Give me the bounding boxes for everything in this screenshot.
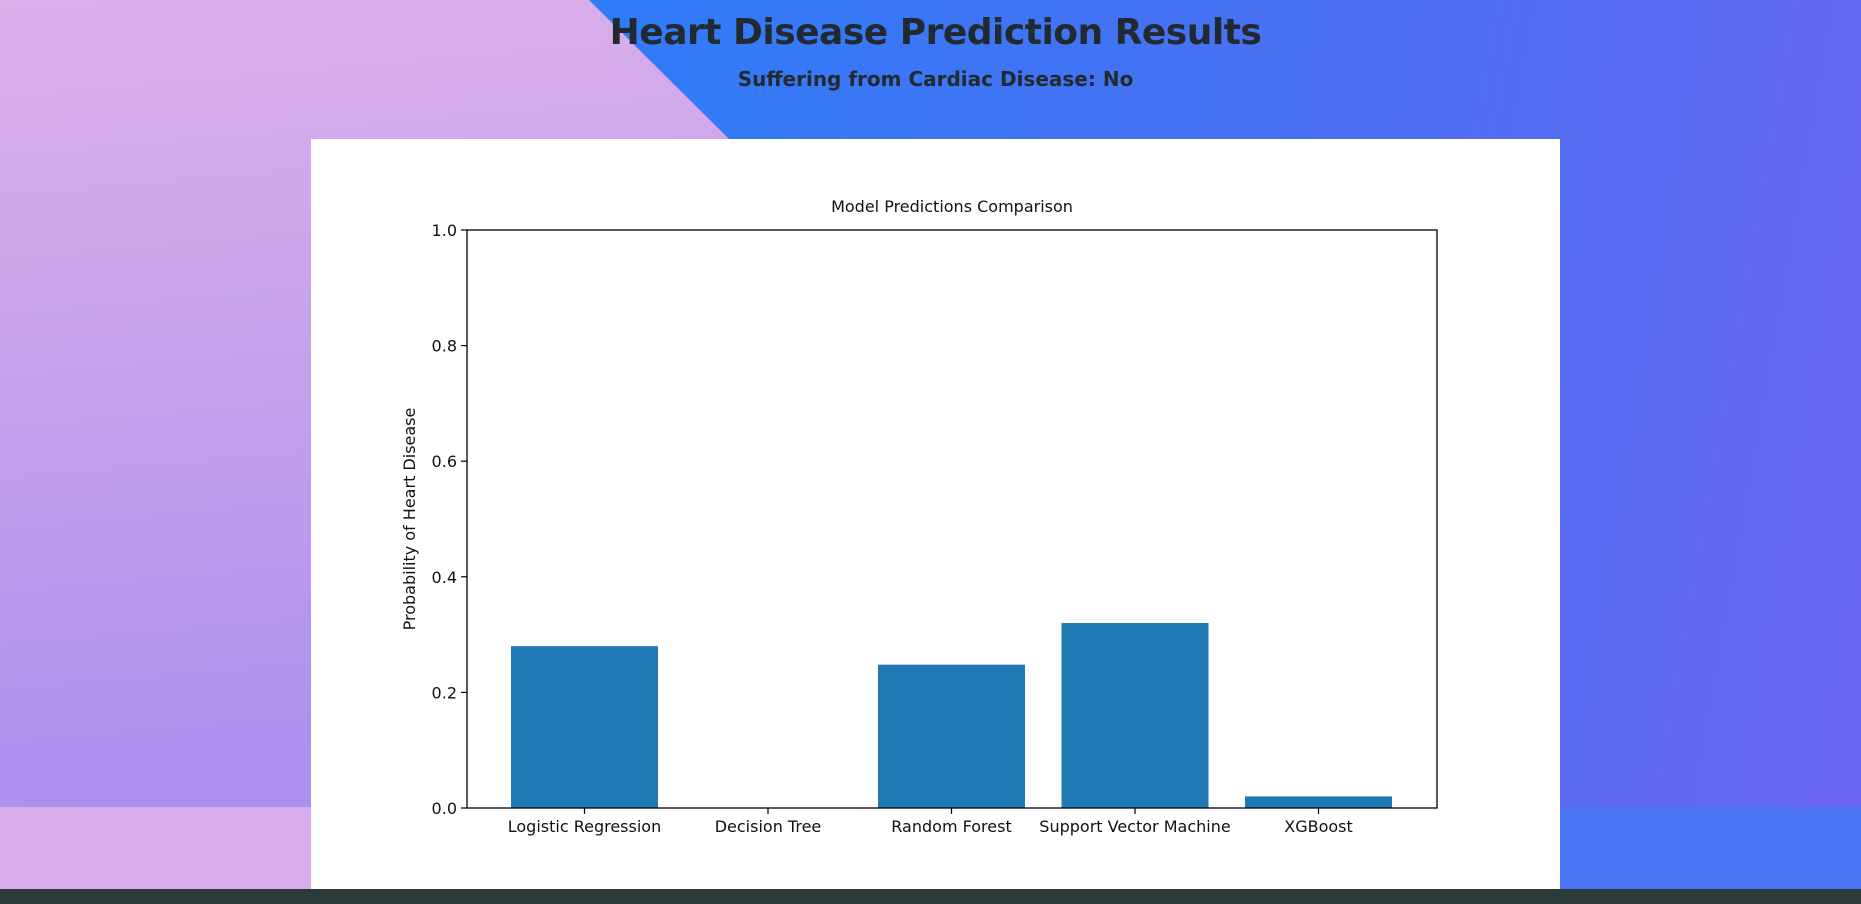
plot-frame	[466, 229, 1438, 809]
bar-xgboost	[1245, 796, 1392, 808]
x-tick-label: Logistic Regression	[508, 817, 661, 836]
x-tick-label: Support Vector Machine	[1039, 817, 1230, 836]
x-axis-ticks: Logistic Regression Decision Tree Random F…	[508, 808, 1353, 836]
background-band-left	[0, 807, 311, 889]
y-tick-label: 0.0	[432, 799, 457, 818]
page-header: Heart Disease Prediction Results Sufferi…	[0, 0, 1861, 91]
bars	[511, 623, 1392, 808]
y-axis-ticks: 0.0 0.2 0.4 0.6 0.8 1.0	[432, 221, 467, 818]
y-tick-label: 0.2	[432, 683, 457, 702]
bar-chart: Model Predictions Comparison Probability…	[400, 197, 1438, 836]
footer-bar	[0, 889, 1861, 904]
x-tick-label: Decision Tree	[715, 817, 822, 836]
background-band-right	[1560, 807, 1861, 889]
page-title: Heart Disease Prediction Results	[609, 12, 1262, 53]
y-tick-label: 0.4	[432, 568, 457, 587]
y-tick-label: 1.0	[432, 221, 457, 240]
bar-logistic-regression	[511, 646, 658, 808]
y-axis-label: Probability of Heart Disease	[400, 408, 419, 631]
x-tick-label: Random Forest	[891, 817, 1011, 836]
result-value: No	[1102, 67, 1134, 91]
result-label: Suffering from Cardiac Disease:	[737, 67, 1096, 91]
chart-title: Model Predictions Comparison	[831, 197, 1073, 216]
chart-card: Model Predictions Comparison Probability…	[311, 139, 1560, 889]
y-tick-label: 0.6	[432, 452, 457, 471]
x-tick-label: XGBoost	[1284, 817, 1353, 836]
bar-random-forest	[878, 664, 1025, 808]
bar-support-vector-machine	[1061, 623, 1209, 808]
y-tick-label: 0.8	[432, 337, 457, 356]
prediction-result: Suffering from Cardiac Disease: No	[0, 67, 1861, 91]
